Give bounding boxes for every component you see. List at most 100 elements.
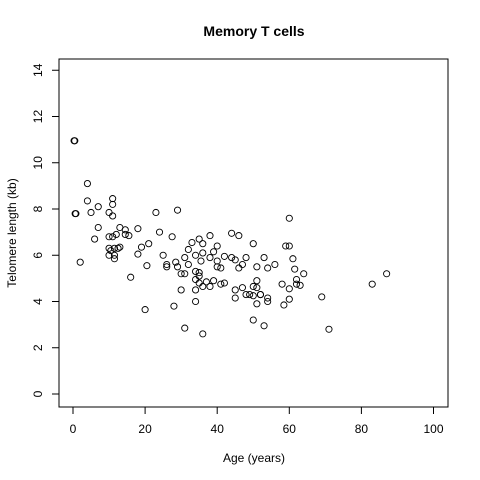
data-point <box>213 263 221 271</box>
x-tick-label: 80 <box>355 422 369 436</box>
y-axis-label: Telomere length (kb) <box>5 178 19 287</box>
data-point <box>235 232 243 240</box>
data-point <box>253 284 261 292</box>
data-point <box>195 235 203 243</box>
data-point <box>220 252 228 260</box>
data-point <box>107 247 115 255</box>
data-point <box>125 232 133 240</box>
data-point <box>285 242 293 250</box>
data-point <box>217 264 225 272</box>
data-point <box>105 244 113 252</box>
data-point <box>109 212 117 220</box>
data-point <box>137 243 146 251</box>
data-point <box>318 293 326 301</box>
data-point <box>260 254 268 262</box>
data-point <box>253 263 261 271</box>
data-point <box>152 208 160 217</box>
data-point <box>134 250 142 258</box>
data-point <box>206 282 214 291</box>
data-point <box>325 325 333 333</box>
data-point <box>199 240 207 248</box>
data-point <box>242 291 250 299</box>
data-point <box>91 235 99 243</box>
data-point <box>76 258 84 266</box>
data-point <box>177 286 185 294</box>
data-point <box>184 260 192 269</box>
y-tick-label: 14 <box>31 63 45 77</box>
data-point <box>110 255 119 263</box>
data-point <box>192 251 200 259</box>
data-point <box>249 240 257 248</box>
data-point <box>195 269 203 277</box>
data-point <box>112 230 120 238</box>
y-tick-label: 0 <box>31 390 45 397</box>
x-axis: 0 20 40 60 80 100 <box>70 406 444 436</box>
data-point <box>296 281 304 289</box>
data-point <box>94 203 102 211</box>
x-tick-label: 40 <box>211 422 225 436</box>
data-point <box>105 208 113 217</box>
data-point <box>210 277 218 285</box>
data-point <box>173 263 182 271</box>
data-point <box>289 255 297 263</box>
data-point <box>192 267 200 275</box>
data-point <box>195 272 203 280</box>
data-point <box>238 260 246 269</box>
data-point <box>280 301 288 309</box>
data-point <box>109 195 117 203</box>
data-point <box>159 251 167 259</box>
y-tick-label: 10 <box>31 156 45 170</box>
data-point <box>249 316 257 324</box>
data-point <box>83 197 91 205</box>
data-point <box>195 279 203 287</box>
data-point <box>114 244 122 252</box>
data-point <box>168 233 176 241</box>
data-point <box>143 262 151 270</box>
data-point <box>199 282 207 291</box>
y-axis: 0 2 4 6 8 10 12 14 <box>31 63 60 397</box>
data-point <box>264 294 272 302</box>
data-point <box>87 208 95 217</box>
x-tick-label: 60 <box>283 422 297 436</box>
data-point <box>285 295 293 303</box>
data-point <box>264 264 272 272</box>
data-point <box>192 275 200 284</box>
data-point <box>197 257 205 265</box>
data-point <box>231 294 239 302</box>
plot-frame <box>58 58 449 408</box>
data-point <box>72 210 80 218</box>
data-point <box>260 322 268 330</box>
data-point <box>141 306 149 314</box>
data-point <box>181 270 189 278</box>
data-point <box>173 206 182 214</box>
data-point <box>163 260 171 269</box>
data-point <box>292 280 301 288</box>
data-point <box>110 244 119 252</box>
data-point <box>181 324 189 332</box>
data-point <box>368 280 376 288</box>
x-axis-label: Age (years) <box>223 451 285 465</box>
data-point <box>285 214 293 222</box>
data-point <box>249 282 257 291</box>
data-point <box>206 232 214 240</box>
data-point <box>202 278 210 286</box>
data-point <box>184 245 192 254</box>
data-point <box>94 223 102 232</box>
data-point <box>220 279 228 287</box>
data-point <box>300 270 308 278</box>
data-point <box>121 230 129 238</box>
data-point <box>83 180 91 188</box>
data-point <box>155 228 164 236</box>
data-point <box>238 284 246 292</box>
chart-title: Memory T cells <box>203 23 304 39</box>
data-point <box>242 254 250 262</box>
x-tick-label: 100 <box>423 422 443 436</box>
data-point <box>217 280 225 288</box>
data-point <box>264 297 272 306</box>
data-point <box>231 256 239 264</box>
data-point <box>271 260 279 269</box>
data-point <box>110 251 119 259</box>
data-point <box>231 286 239 294</box>
data-point <box>291 265 299 273</box>
data-point <box>285 285 293 293</box>
